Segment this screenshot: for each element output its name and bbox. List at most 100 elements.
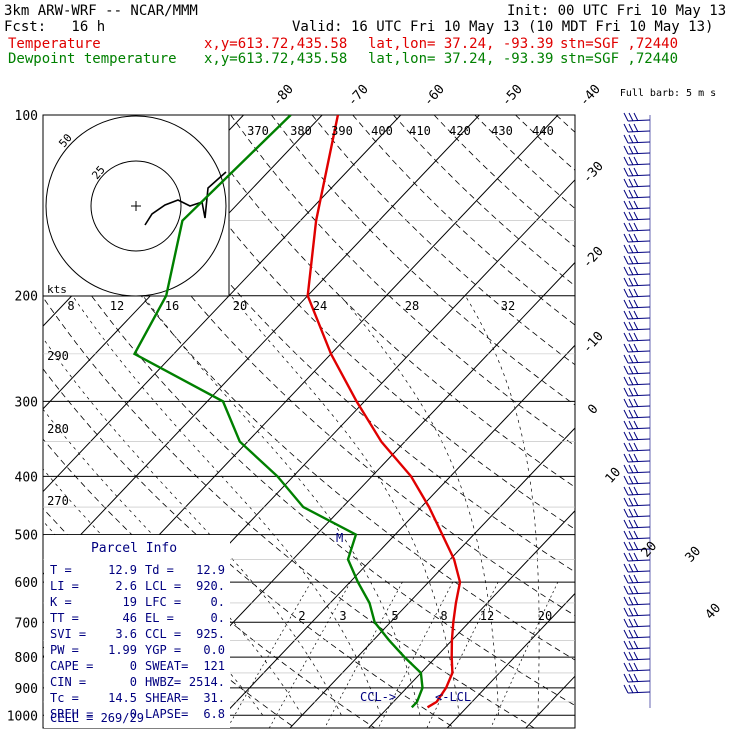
wind-barb	[627, 207, 651, 210]
wind-barb-flag	[623, 343, 629, 353]
wind-barb-flag	[623, 112, 629, 122]
wind-barb	[627, 218, 651, 221]
model-title: 3km ARW-WRF -- NCAR/MMM	[4, 3, 198, 19]
wind-barb-flag	[628, 640, 634, 650]
wind-barb-flag	[623, 629, 629, 639]
wind-barb-flag	[628, 574, 634, 584]
wind-barb-flag	[628, 508, 634, 518]
parcel-key: YGP =	[145, 643, 181, 657]
wind-barb-flag	[628, 629, 634, 639]
wind-barb-flag	[628, 475, 634, 485]
wind-barb-flag	[623, 123, 629, 133]
wind-barb	[627, 581, 651, 584]
parcel-value: 46	[123, 611, 137, 625]
wind-barb	[627, 504, 651, 507]
wind-barb-flag	[623, 497, 629, 507]
wind-barb	[627, 328, 651, 331]
temp-tick-label: 20	[233, 299, 247, 313]
forecast-hour: Fcst: 16 h	[4, 19, 106, 35]
wind-barb-flag	[633, 618, 639, 628]
temp-tick-label: 32	[501, 299, 515, 313]
wind-barb-flag	[628, 354, 634, 364]
parcel-value: 920.	[196, 579, 225, 593]
wind-barb	[627, 592, 651, 595]
mixing-ratio-line	[426, 581, 499, 728]
wind-barb-flag	[628, 288, 634, 298]
parcel-value: 0.	[211, 595, 225, 609]
wind-barb-flag	[628, 112, 634, 122]
wind-barb-flag	[628, 211, 634, 221]
wind-barb	[627, 669, 651, 672]
lcl-marker: <-LCL	[435, 690, 471, 704]
wind-barb	[627, 339, 651, 342]
wind-barb-flag	[623, 266, 629, 276]
parcel-key: PW =	[50, 643, 79, 657]
wind-barb	[627, 647, 651, 650]
wind-barb-flag	[633, 277, 639, 287]
parcel-bg	[44, 535, 230, 728]
wind-barb-flag	[633, 288, 639, 298]
dry-adiabat	[555, 115, 575, 133]
parcel-key: TT =	[50, 611, 79, 625]
wind-barb-flag	[623, 310, 629, 320]
legend-temp-stn: stn=SGF ,72440	[560, 36, 679, 52]
isotherm	[368, 510, 575, 728]
wind-barb	[627, 251, 651, 254]
init-time: Init: 00 UTC Fri 10 May 13	[507, 3, 727, 19]
pressure-label: 300	[15, 395, 38, 410]
mixing-ratio-line	[490, 581, 559, 728]
wind-barb-flag	[633, 607, 639, 617]
wind-barb-flag	[628, 618, 634, 628]
wind-barb-flag	[628, 255, 634, 265]
wind-barb	[627, 515, 651, 518]
wind-barb-flag	[623, 189, 629, 199]
mixing-ratio-line	[268, 581, 351, 728]
temp-tick-label: 8	[67, 299, 74, 313]
wind-barb-flag	[623, 431, 629, 441]
wind-barb-flag	[633, 332, 639, 342]
wind-barb	[627, 416, 651, 419]
wind-barb-flag	[633, 365, 639, 375]
wind-barb	[627, 317, 651, 320]
wind-barb-flag	[623, 486, 629, 496]
parcel-key: SHEAR=	[145, 691, 188, 705]
wind-barb-flag	[628, 596, 634, 606]
wind-barb-flag	[628, 530, 634, 540]
wind-barb-flag	[628, 376, 634, 386]
wind-barb	[627, 482, 651, 485]
wind-barb-flag	[633, 134, 639, 144]
legend-temp-xy: x,y=613.72,435.58	[204, 36, 348, 52]
parcel-value: 2514.	[189, 675, 225, 689]
isotherm	[683, 115, 740, 728]
parcel-key: CIN =	[50, 675, 86, 689]
theta-label: 380	[290, 124, 312, 138]
wind-barb-flag	[623, 200, 629, 210]
wind-barb-flag	[628, 233, 634, 243]
isotherm-label: -10	[580, 329, 607, 356]
moist-adiabat	[464, 295, 540, 716]
wind-barb-flag	[633, 431, 639, 441]
parcel-value: 12.9	[108, 563, 137, 577]
wind-barb-flag	[623, 398, 629, 408]
mixing-ratio-line	[227, 581, 312, 728]
parcel-marker: M	[336, 531, 343, 545]
theta-side-label: 280	[47, 422, 69, 436]
wind-barb-flag	[633, 673, 639, 683]
wind-barb-flag	[633, 563, 639, 573]
wind-barb-flag	[633, 684, 639, 694]
wind-barb	[627, 394, 651, 397]
wind-barb	[627, 559, 651, 562]
wind-barb-flag	[633, 266, 639, 276]
legend-temp-latlon: lat,lon= 37.24, -93.39	[368, 36, 554, 52]
isotherm	[289, 427, 575, 728]
temperature-profile	[306, 115, 462, 709]
wind-barb-flag	[633, 200, 639, 210]
dry-adiabat	[43, 296, 535, 728]
legend-dew-stn: stn=SGF ,72440	[560, 51, 679, 67]
parcel-key: EL =	[145, 611, 174, 625]
wind-barb-flag	[633, 189, 639, 199]
mixing-ratio-label: 5	[391, 609, 398, 623]
hodo-units: kts	[47, 283, 67, 296]
temp-tick-label: 28	[405, 299, 419, 313]
